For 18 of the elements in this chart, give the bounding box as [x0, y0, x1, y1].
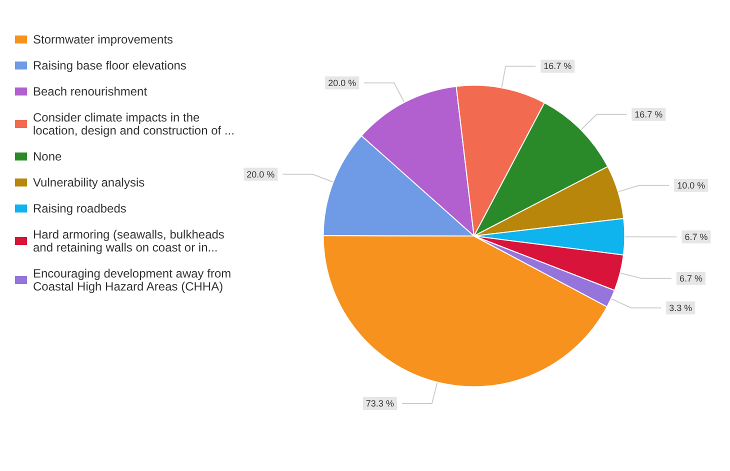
data-label: 10.0 %: [677, 180, 706, 190]
legend-label: Encouraging development away from Coastal High Hazard Areas (CHHA): [33, 266, 234, 294]
data-label: 6.7 %: [684, 232, 708, 242]
data-label: 20.0 %: [246, 169, 275, 180]
data-label: 16.7 %: [634, 109, 663, 120]
legend-label: Hard armoring (seawalls, bulkheads and retaining walls on coast or in...: [33, 228, 228, 254]
legend-label: Raising roadbeds: [33, 202, 126, 216]
data-label: 16.7 %: [544, 61, 572, 72]
legend-label: Vulnerability analysis: [33, 176, 145, 190]
data-label: 20.0 %: [328, 78, 356, 88]
legend-label: None: [33, 150, 62, 164]
legend-label: Consider climate impacts in the location, design and construction of ...: [33, 110, 234, 138]
data-label: 73.3 %: [366, 398, 394, 409]
legend-label: Raising base floor elevations: [33, 58, 186, 72]
legend-label: Stormwater improvements: [33, 32, 174, 46]
data-label: 6.7 %: [679, 273, 702, 284]
legend-label: Beach renourishment: [33, 84, 148, 98]
data-label: 3.3 %: [669, 302, 692, 313]
